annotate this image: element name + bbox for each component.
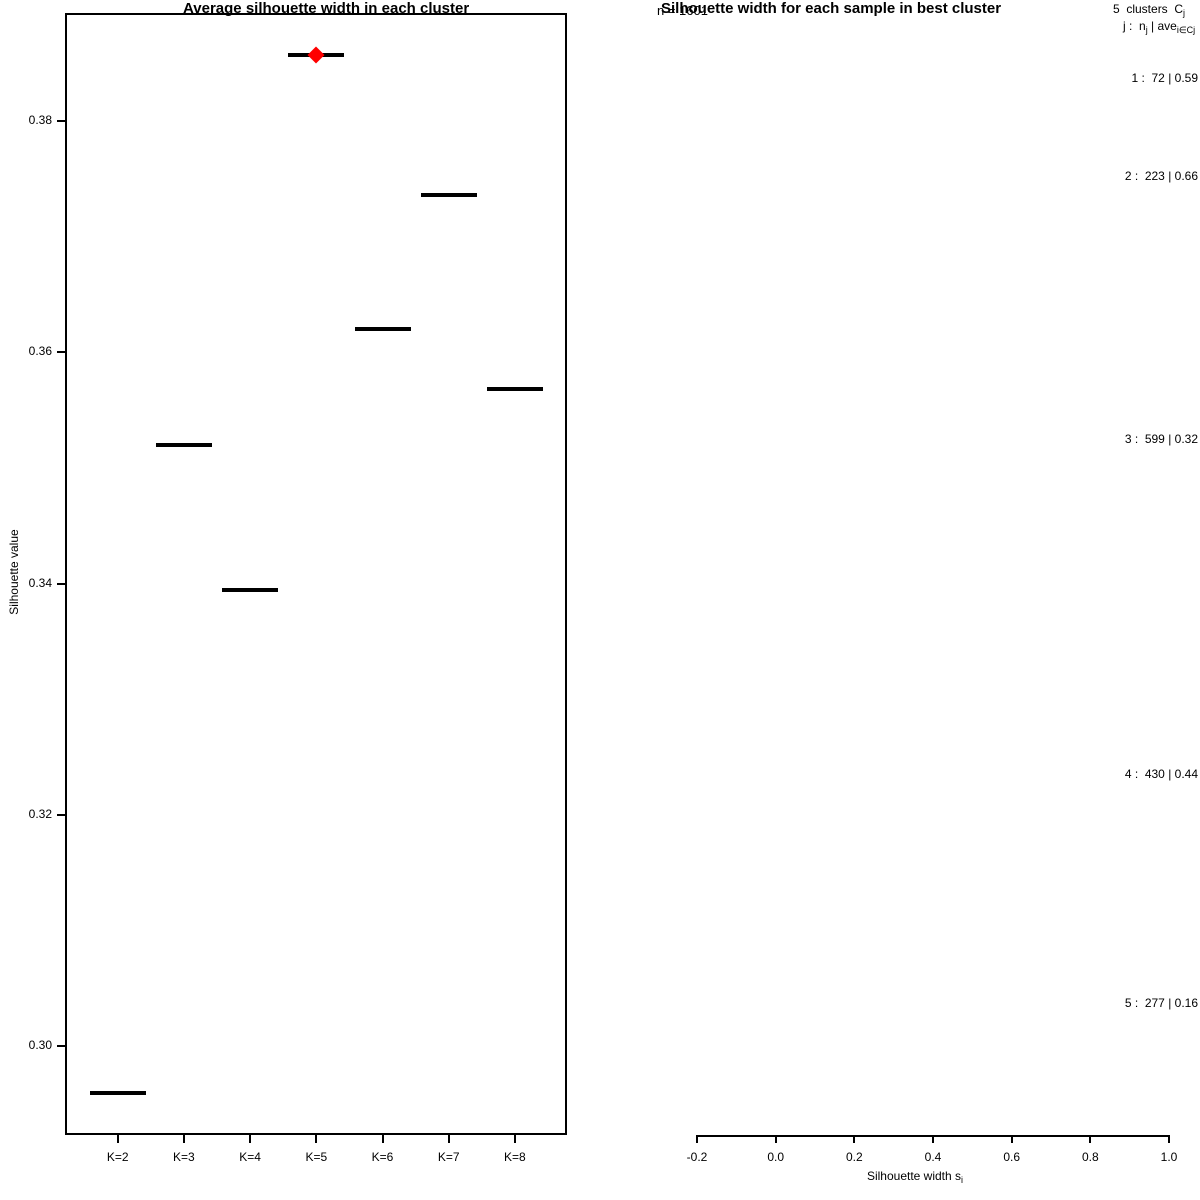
right-x-tick-label: -0.2 <box>686 1150 708 1164</box>
right-x-tick-label: 0.8 <box>1081 1150 1099 1164</box>
x-tick <box>315 1135 318 1143</box>
y-tick-label: 0.30 <box>28 1038 52 1052</box>
x-tick-label: K=4 <box>239 1150 261 1164</box>
x-tick <box>513 1135 516 1143</box>
legend2-tail: s <box>1195 19 1200 33</box>
x-tick <box>116 1135 119 1143</box>
y-tick <box>57 813 65 816</box>
legend2-mid: | ave <box>1147 19 1177 33</box>
right-x-axis-label-text: Silhouette width s <box>866 1169 962 1183</box>
cluster-label: 3 : 599 | 0.32 <box>1124 432 1198 446</box>
right-x-axis-label: Silhouette width si <box>815 1169 1015 1185</box>
x-tick <box>182 1135 185 1143</box>
right-x-tick <box>1089 1135 1092 1143</box>
cluster-legend-line1-sub: j <box>1183 8 1186 18</box>
cluster-label: 5 : 277 | 0.16 <box>1124 996 1198 1010</box>
y-tick-label: 0.32 <box>28 806 52 821</box>
left-plot-box <box>65 13 567 1135</box>
y-axis-label: Silhouette value <box>7 529 21 615</box>
y-tick <box>57 351 65 354</box>
right-x-tick <box>696 1135 698 1143</box>
y-tick-label: 0.38 <box>28 113 52 127</box>
x-tick <box>447 1135 450 1143</box>
avg-segment <box>420 193 477 197</box>
y-tick-label: 0.36 <box>28 344 52 359</box>
x-tick <box>249 1135 252 1143</box>
cluster-label: 4 : 430 | 0.44 <box>1124 767 1198 781</box>
cluster-legend-line2: j : nj | avei∈Cj si <box>1123 19 1200 35</box>
avg-segment <box>222 588 279 593</box>
x-tick-label: K=7 <box>437 1150 460 1164</box>
right-x-tick <box>853 1135 856 1143</box>
left-chart-title: Average silhouette width in each cluster <box>183 0 470 17</box>
legend2-lead: j : n <box>1123 19 1146 33</box>
right-x-tick <box>1168 1135 1170 1143</box>
right-x-tick <box>774 1135 777 1143</box>
right-x-tick <box>1010 1135 1013 1143</box>
x-tick-label: K=8 <box>504 1150 526 1164</box>
avg-segment <box>354 327 411 332</box>
cluster-legend-line1-text: 5 clusters C <box>1113 2 1184 16</box>
right-x-axis-label-sub: i <box>961 1175 964 1185</box>
y-tick <box>57 120 65 122</box>
avg-segment <box>155 442 212 447</box>
x-tick <box>381 1135 384 1143</box>
x-tick-label: K=5 <box>305 1150 328 1164</box>
y-tick-label: 0.34 <box>28 575 52 590</box>
legend2-lead-sub: j <box>1145 25 1148 35</box>
right-chart-title: Silhouette width for each sample in best… <box>661 0 1002 17</box>
right-x-tick-label: 0.6 <box>1003 1150 1020 1164</box>
right-x-tick <box>932 1135 934 1143</box>
right-x-tick-label: 0.4 <box>924 1150 942 1164</box>
x-tick-label: K=6 <box>371 1150 394 1164</box>
right-x-tick-label: 1.0 <box>1160 1150 1178 1164</box>
x-tick-label: K=2 <box>106 1150 129 1164</box>
cluster-legend-line1: 5 clusters Cj <box>1113 2 1186 18</box>
y-tick <box>57 582 65 585</box>
legend2-mid-sub: i∈Cj <box>1176 25 1196 35</box>
y-tick <box>57 1045 65 1047</box>
sample-count-label: n = 1601 <box>657 3 708 18</box>
right-x-tick-label: 0.2 <box>845 1150 863 1164</box>
avg-segment <box>486 387 543 392</box>
avg-segment <box>89 1091 146 1096</box>
cluster-label: 2 : 223 | 0.66 <box>1124 169 1198 183</box>
cluster-label: 1 : 72 | 0.59 <box>1131 71 1199 85</box>
right-x-tick-label: 0.0 <box>767 1150 784 1164</box>
x-tick-label: K=3 <box>173 1150 195 1164</box>
